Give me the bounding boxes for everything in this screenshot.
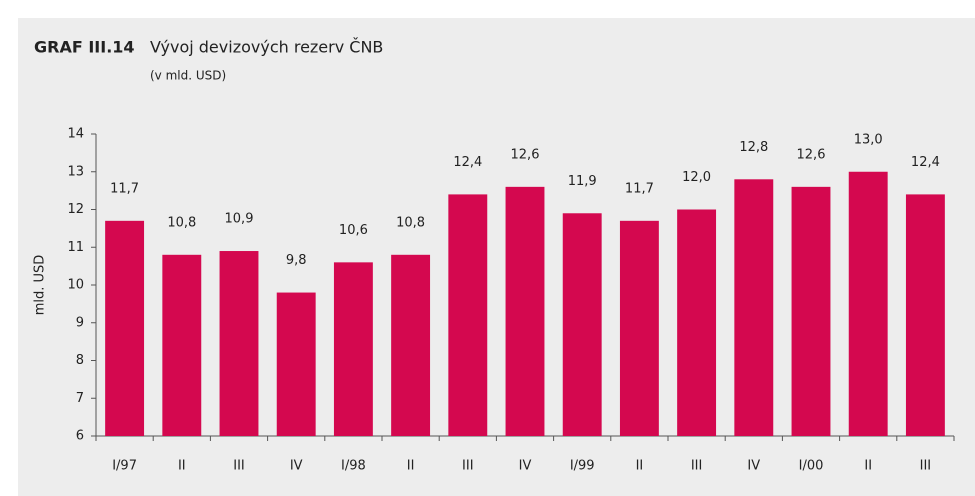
x-tick-label: I/98 [341,459,366,474]
bar [105,220,145,436]
value-label: 13,0 [854,132,883,147]
bar [333,262,373,436]
panel [18,18,975,496]
value-label: 9,8 [286,253,307,268]
x-tick-label: IV [519,459,532,474]
bar [619,220,659,436]
y-tick-label: 9 [76,315,84,330]
x-tick-label: III [920,459,932,474]
value-label: 10,8 [396,215,425,230]
chart-subtitle: (v mld. USD) [150,69,226,83]
value-label: 11,7 [625,181,654,196]
bar [505,186,545,436]
x-tick-label: I/99 [570,459,595,474]
bar [219,251,259,436]
value-label: 12,4 [911,155,940,170]
y-tick-label: 8 [76,353,84,368]
y-tick-label: 7 [76,391,84,406]
x-tick-label: III [691,459,703,474]
bar [734,179,774,437]
x-tick-label: I/00 [799,459,824,474]
y-tick-label: 11 [67,240,84,255]
bar [162,254,202,436]
bar [905,194,945,436]
bar [391,254,431,436]
value-label: 10,6 [339,223,368,238]
x-tick-label: II [636,459,644,474]
value-label: 12,6 [511,147,540,162]
chart-title-label: GRAF III.14 [34,38,135,57]
y-tick-label: 12 [67,202,84,217]
x-tick-label: I/97 [112,459,137,474]
x-tick-label: II [864,459,872,474]
value-label: 12,8 [739,140,768,155]
x-tick-label: III [462,459,474,474]
x-tick-label: II [178,459,186,474]
y-tick-label: 14 [67,127,84,142]
value-label: 10,8 [167,215,196,230]
value-label: 12,0 [682,170,711,185]
bar [791,186,831,436]
bar [848,171,888,436]
y-tick-label: 10 [67,278,84,293]
bar [276,292,316,436]
y-tick-label: 13 [67,164,84,179]
chart-title: Vývoj devizových rezerv ČNB [150,38,383,57]
x-tick-label: IV [747,459,760,474]
value-label: 11,9 [568,174,597,189]
x-tick-label: III [233,459,245,474]
bar [448,194,488,436]
value-label: 10,9 [225,212,254,227]
value-label: 12,4 [453,155,482,170]
bar [677,209,717,436]
value-label: 12,6 [797,147,826,162]
y-axis-label: mld. USD [33,255,48,316]
y-tick-label: 6 [76,429,84,444]
value-label: 11,7 [110,181,139,196]
bar [562,213,602,436]
x-tick-label: II [407,459,415,474]
x-tick-label: IV [290,459,303,474]
